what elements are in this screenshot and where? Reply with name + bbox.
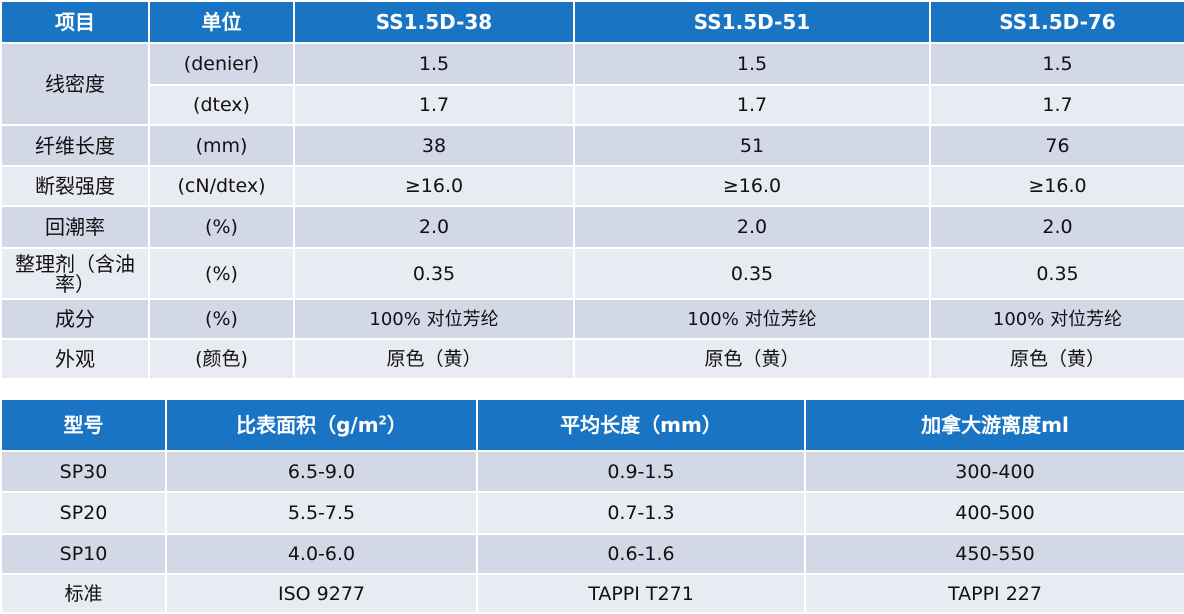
value-cell: TAPPI T271 [476, 573, 806, 614]
header-ssa-text: 比表面积（g/m [236, 413, 379, 437]
table-row: 标准 ISO 9277 TAPPI T271 TAPPI 227 [0, 573, 1184, 614]
model-cell: SP10 [0, 533, 167, 575]
header-ss15d-38: SS1.5D-38 [293, 0, 575, 44]
value-cell: 2.0 [573, 205, 931, 249]
value-cell: 51 [573, 124, 931, 167]
header-ss15d-51: SS1.5D-51 [573, 0, 931, 44]
value-cell: 300-400 [804, 450, 1184, 493]
value-cell: 2.0 [929, 205, 1184, 249]
fiber-spec-table: 项目 单位 SS1.5D-38 SS1.5D-51 SS1.5D-76 线密度 … [0, 0, 1184, 380]
header-item: 项目 [0, 0, 150, 44]
row-label-composition: 成分 [0, 298, 150, 340]
header-ssa-superscript: 2 [378, 413, 387, 428]
header-canadian-freeness: 加拿大游离度ml [804, 398, 1184, 452]
row-label-fiber-length: 纤维长度 [0, 124, 150, 167]
value-cell: 1.7 [293, 84, 575, 126]
unit-cell: (颜色) [148, 338, 295, 380]
unit-cell: (%) [148, 247, 295, 300]
table-row: SP30 6.5-9.0 0.9-1.5 300-400 [0, 450, 1184, 493]
value-cell: 1.5 [929, 42, 1184, 86]
table-row: 回潮率 (%) 2.0 2.0 2.0 [0, 205, 1184, 249]
value-cell: 原色（黄） [929, 338, 1184, 380]
value-cell: 1.5 [293, 42, 575, 86]
value-cell: 0.9-1.5 [476, 450, 806, 493]
value-cell: 6.5-9.0 [165, 450, 478, 493]
row-label-appearance: 外观 [0, 338, 150, 380]
value-cell: 0.35 [573, 247, 931, 300]
unit-cell: (denier) [148, 42, 295, 86]
row-label-moisture-regain: 回潮率 [0, 205, 150, 249]
unit-cell: (%) [148, 298, 295, 340]
value-cell: 4.0-6.0 [165, 533, 478, 575]
value-cell: ≥16.0 [929, 165, 1184, 207]
unit-cell: (dtex) [148, 84, 295, 126]
value-cell: 400-500 [804, 491, 1184, 535]
header-model: 型号 [0, 398, 167, 452]
unit-cell: (%) [148, 205, 295, 249]
header-ss15d-76: SS1.5D-76 [929, 0, 1184, 44]
model-cell: 标准 [0, 573, 167, 614]
value-cell: 1.7 [929, 84, 1184, 126]
value-cell: 100% 对位芳纶 [573, 298, 931, 340]
table-header-row: 型号 比表面积（g/m2） 平均长度（mm） 加拿大游离度ml [0, 398, 1184, 452]
table-row: 线密度 (denier) 1.5 1.5 1.5 [0, 42, 1184, 126]
table-header-row: 项目 单位 SS1.5D-38 SS1.5D-51 SS1.5D-76 [0, 0, 1184, 44]
row-label-linear-density: 线密度 [0, 42, 150, 126]
table-row: 纤维长度 (mm) 38 51 76 [0, 124, 1184, 167]
value-cell: 1.7 [573, 84, 931, 126]
table-row: 整理剂（含油率） (%) 0.35 0.35 0.35 [0, 247, 1184, 300]
unit-cell: (mm) [148, 124, 295, 167]
unit-cell: (cN/dtex) [148, 165, 295, 207]
value-cell: 2.0 [293, 205, 575, 249]
table-row: SP20 5.5-7.5 0.7-1.3 400-500 [0, 491, 1184, 535]
value-cell: 原色（黄） [293, 338, 575, 380]
value-cell: 0.35 [929, 247, 1184, 300]
value-cell: ≥16.0 [573, 165, 931, 207]
row-label-finish-agent: 整理剂（含油率） [0, 247, 150, 300]
header-average-length: 平均长度（mm） [476, 398, 806, 452]
value-cell: ≥16.0 [293, 165, 575, 207]
model-cell: SP20 [0, 491, 167, 535]
value-cell: 100% 对位芳纶 [293, 298, 575, 340]
header-ssa-close: ） [386, 413, 407, 437]
table-row: 成分 (%) 100% 对位芳纶 100% 对位芳纶 100% 对位芳纶 [0, 298, 1184, 340]
value-cell: 5.5-7.5 [165, 491, 478, 535]
header-specific-surface-area: 比表面积（g/m2） [165, 398, 478, 452]
table-row: 外观 (颜色) 原色（黄） 原色（黄） 原色（黄） [0, 338, 1184, 380]
header-unit: 单位 [148, 0, 295, 44]
value-cell: TAPPI 227 [804, 573, 1184, 614]
table-row: (dtex) 1.7 1.7 1.7 [1, 84, 1184, 126]
value-cell: 1.5 [573, 42, 931, 86]
value-cell: 原色（黄） [573, 338, 931, 380]
value-cell: 38 [293, 124, 575, 167]
model-cell: SP30 [0, 450, 167, 493]
value-cell: 0.6-1.6 [476, 533, 806, 575]
row-label-breaking-strength: 断裂强度 [0, 165, 150, 207]
value-cell: 100% 对位芳纶 [929, 298, 1184, 340]
table-row: 断裂强度 (cN/dtex) ≥16.0 ≥16.0 ≥16.0 [0, 165, 1184, 207]
value-cell: 0.35 [293, 247, 575, 300]
table-row: SP10 4.0-6.0 0.6-1.6 450-550 [0, 533, 1184, 575]
value-cell: ISO 9277 [165, 573, 478, 614]
pulp-spec-table: 型号 比表面积（g/m2） 平均长度（mm） 加拿大游离度ml SP30 6.5… [0, 398, 1184, 614]
value-cell: 450-550 [804, 533, 1184, 575]
value-cell: 76 [929, 124, 1184, 167]
value-cell: 0.7-1.3 [476, 491, 806, 535]
